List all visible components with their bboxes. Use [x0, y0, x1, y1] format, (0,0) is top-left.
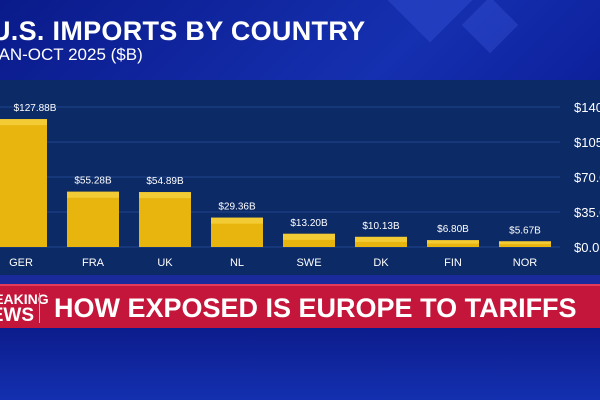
breaking-news-tag: BREAKING NEWS — [0, 291, 49, 326]
y-tick-label: $0.0 — [574, 240, 599, 255]
y-tick-label: $140 — [574, 100, 600, 115]
category-label: UK — [157, 257, 173, 269]
bar-ger — [0, 119, 47, 247]
background-decoration — [387, 0, 473, 43]
headline: HOW EXPOSED IS EUROPE TO TARIFFS — [54, 293, 577, 323]
y-tick-label: $105 — [574, 135, 600, 150]
bar-chart: $0.0 $35.0 $70.0 $105 $140 $127.88B GER $55.28B… — [0, 100, 600, 269]
bar-top-highlight — [427, 240, 479, 244]
banner-divider — [39, 293, 40, 323]
tag-line-1: BREAKING — [0, 291, 49, 307]
category-label: DK — [373, 257, 389, 269]
bar-top-highlight — [355, 236, 407, 242]
category-label: FRA — [82, 257, 105, 269]
data-label: $29.36B — [218, 202, 256, 213]
y-tick-label: $35.0 — [574, 205, 600, 220]
bar-top-highlight — [499, 241, 551, 245]
category-label: NOR — [513, 257, 538, 269]
divider-band — [0, 275, 600, 285]
data-label: $55.28B — [74, 176, 112, 187]
bar-top-highlight — [283, 233, 335, 240]
tag-line-2: NEWS — [0, 305, 34, 326]
chart-panel: $0.0 $35.0 $70.0 $105 $140 $127.88B GER $55.28B… — [0, 80, 600, 275]
bar-top-highlight — [139, 192, 191, 199]
category-label: NL — [230, 257, 244, 269]
bar-uk — [139, 192, 191, 247]
data-label: $6.80B — [437, 224, 469, 235]
bar-top-highlight — [67, 191, 119, 198]
breaking-news-banner: BREAKING NEWS HOW EXPOSED IS EUROPE TO T… — [0, 284, 600, 330]
bar-top-highlight — [211, 217, 263, 224]
background-decoration — [461, 0, 519, 54]
y-tick-label: $70.0 — [574, 170, 600, 185]
chart-subtitle: JAN-OCT 2025 ($B) — [0, 45, 143, 64]
bar-fra — [67, 191, 119, 247]
category-label: GER — [9, 257, 33, 269]
data-label: $5.67B — [509, 225, 541, 236]
data-label: $54.89B — [146, 176, 184, 187]
lower-background — [0, 328, 600, 400]
chart-title: U.S. IMPORTS BY COUNTRY — [0, 16, 366, 46]
data-label: $127.88B — [14, 103, 57, 114]
category-label: FIN — [444, 257, 462, 269]
data-label: $13.20B — [290, 218, 328, 229]
bar-fin — [427, 240, 479, 247]
category-label: SWE — [296, 257, 321, 269]
data-label: $10.13B — [362, 221, 400, 232]
bar-top-highlight — [0, 119, 47, 126]
